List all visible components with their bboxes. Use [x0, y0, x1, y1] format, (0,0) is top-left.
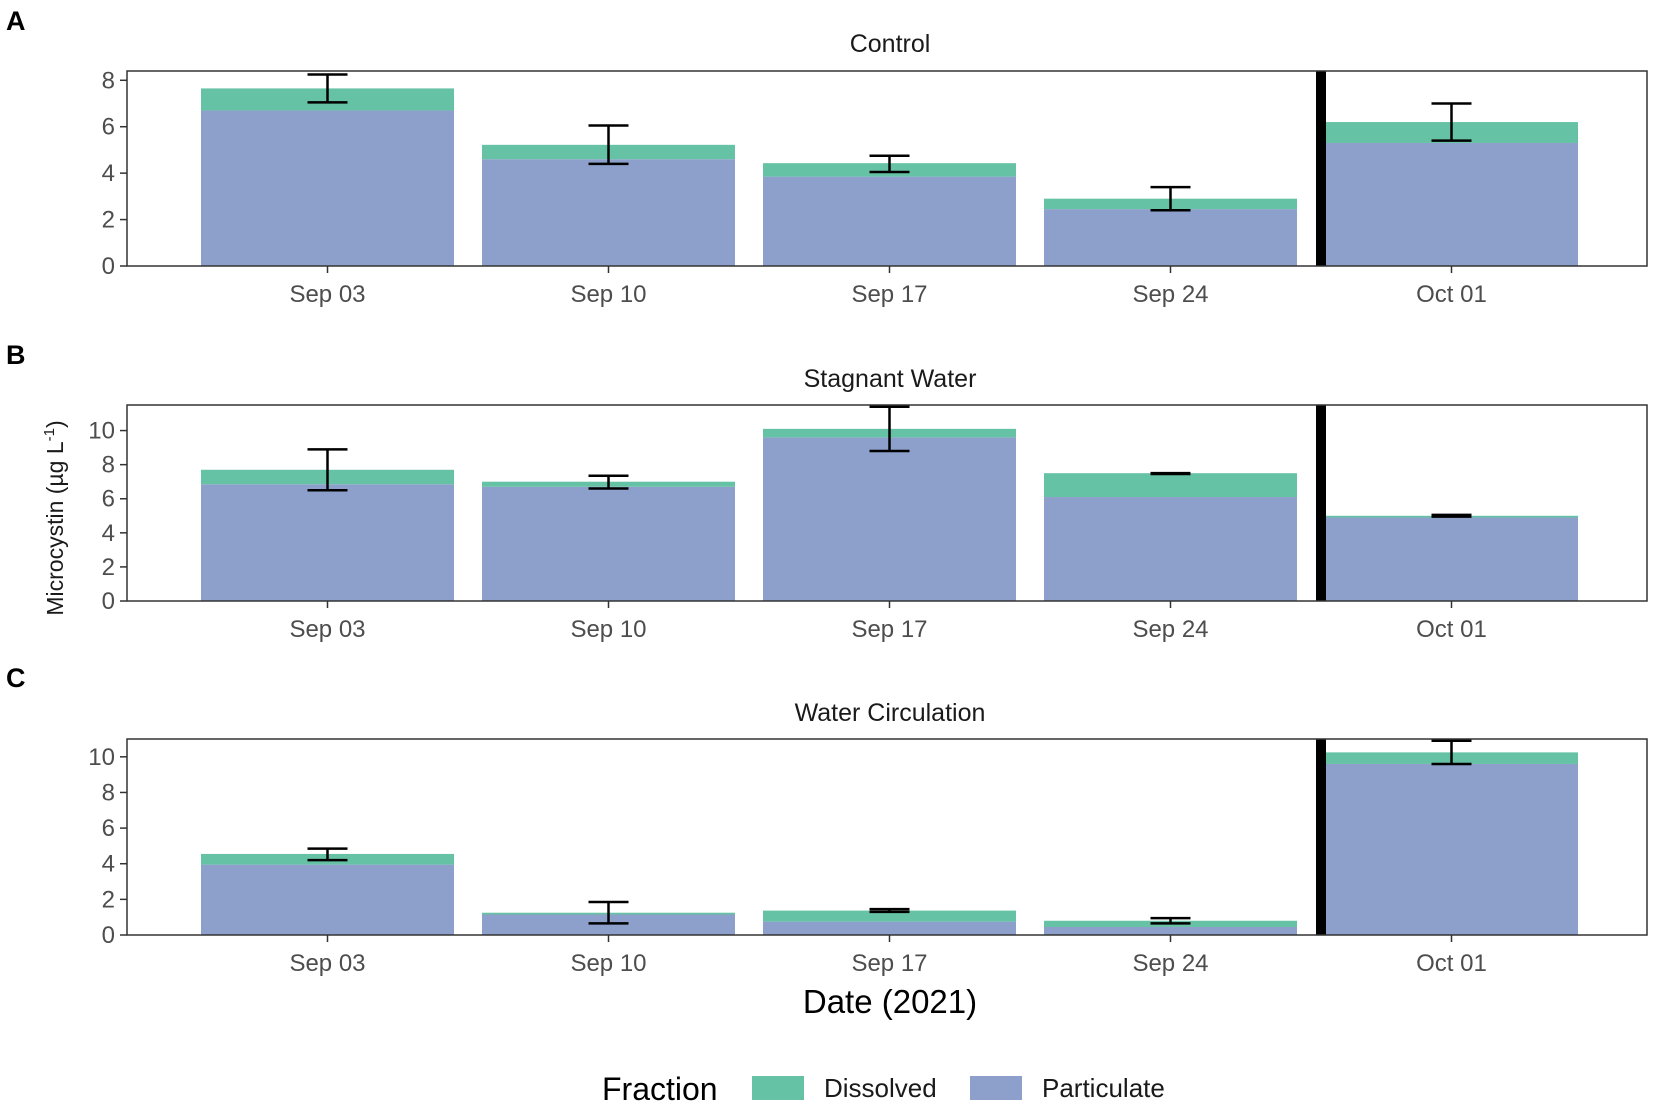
y-tick-label: 4: [102, 160, 115, 187]
plot-frame: [126, 70, 1648, 267]
x-tick-label: Sep 17: [851, 616, 927, 643]
bar-dissolved: [1044, 473, 1297, 498]
x-tick-label: Oct 01: [1416, 616, 1487, 643]
panel-title: Water Circulation: [795, 699, 986, 727]
plot-frame: [126, 738, 1648, 936]
error-bar: [869, 154, 910, 174]
error-bar: [1150, 916, 1191, 925]
legend-swatch-particulate: [970, 1076, 1022, 1100]
legend-label-particulate: Particulate: [1042, 1073, 1165, 1103]
bars: [201, 71, 1578, 266]
legend-swatch-dissolved: [752, 1076, 804, 1100]
y-tick-label: 10: [88, 744, 115, 771]
error-bar: [869, 405, 910, 453]
x-tick-label: Sep 03: [289, 950, 365, 977]
panel-c: C Water Circulation 0 2 4 6 8 10 Sep 03 Sep 10…: [6, 663, 1648, 977]
y-tick-label: 8: [102, 779, 115, 806]
panel-letter: B: [6, 340, 26, 370]
y-tick-label: 4: [102, 520, 115, 547]
panel-letter: C: [6, 663, 26, 693]
bar-particulate: [1325, 517, 1578, 601]
error-bar: [307, 847, 348, 862]
bar-particulate: [1044, 209, 1297, 266]
y-tick-label: 6: [102, 486, 115, 513]
panel-title: Stagnant Water: [804, 365, 977, 393]
bar-dissolved: [763, 910, 1016, 922]
y-tick-label: 8: [102, 452, 115, 479]
x-axis: Sep 03 Sep 10 Sep 17 Sep 24 Oct 01: [289, 601, 1487, 643]
error-bar: [307, 448, 348, 492]
x-tick-label: Sep 10: [570, 281, 646, 308]
error-bar: [1150, 471, 1191, 476]
panel-letter: A: [6, 6, 26, 36]
y-tick-label: 2: [102, 554, 115, 581]
x-tick-label: Sep 03: [289, 616, 365, 643]
y-tick-label: 6: [102, 815, 115, 842]
bar-particulate: [482, 486, 735, 601]
error-bar: [307, 73, 348, 104]
y-tick-label: 0: [102, 922, 115, 949]
x-tick-label: Sep 24: [1132, 281, 1208, 308]
bar-particulate: [201, 864, 454, 935]
x-tick-label: Oct 01: [1416, 281, 1487, 308]
y-axis: 0 2 4 6 8: [102, 67, 127, 280]
x-axis-title: Date (2021): [803, 983, 977, 1020]
bar-particulate: [201, 110, 454, 266]
error-bar: [1150, 185, 1191, 212]
y-tick-label: 6: [102, 114, 115, 141]
error-bar: [588, 474, 629, 490]
x-tick-label: Sep 17: [851, 950, 927, 977]
bar-particulate: [763, 921, 1016, 935]
error-bar: [1431, 739, 1472, 766]
bar-particulate: [763, 176, 1016, 266]
x-tick-label: Sep 10: [570, 950, 646, 977]
y-tick-label: 0: [102, 588, 115, 615]
bar-particulate: [482, 159, 735, 266]
y-tick-label: 4: [102, 851, 115, 878]
y-tick-label: 8: [102, 67, 115, 94]
legend-title: Fraction: [602, 1071, 718, 1107]
x-tick-label: Sep 24: [1132, 616, 1208, 643]
x-axis: Sep 03 Sep 10 Sep 17 Sep 24 Oct 01: [289, 266, 1487, 308]
error-bar: [1431, 513, 1472, 518]
y-tick-label: 2: [102, 886, 115, 913]
error-bar: [1431, 102, 1472, 142]
bar-particulate: [1044, 926, 1297, 935]
y-tick-label: 0: [102, 253, 115, 280]
y-axis: 0 2 4 6 8 10: [88, 744, 127, 949]
x-tick-label: Sep 24: [1132, 950, 1208, 977]
error-bar: [588, 900, 629, 925]
error-bar: [588, 124, 629, 166]
panel-a: A Control 0 2 4 6 8 Sep 03 Sep 10 Sep 17 Sep 24…: [6, 6, 1648, 308]
bar-particulate: [201, 484, 454, 601]
bar-particulate: [763, 437, 1016, 601]
legend-label-dissolved: Dissolved: [824, 1073, 937, 1103]
x-axis: Sep 03 Sep 10 Sep 17 Sep 24 Oct 01: [289, 935, 1487, 977]
bar-particulate: [1325, 142, 1578, 266]
x-tick-label: Sep 17: [851, 281, 927, 308]
bar-particulate: [1325, 763, 1578, 935]
y-tick-label: 10: [88, 418, 115, 445]
y-axis: 0 2 4 6 8 10: [88, 418, 127, 615]
bar-particulate: [1044, 497, 1297, 601]
bars: [201, 739, 1578, 935]
x-tick-label: Oct 01: [1416, 950, 1487, 977]
error-bar: [869, 907, 910, 914]
x-tick-label: Sep 10: [570, 616, 646, 643]
plot-frame: [126, 404, 1648, 602]
x-tick-label: Sep 03: [289, 281, 365, 308]
y-tick-label: 2: [102, 207, 115, 234]
panel-title: Control: [850, 30, 931, 58]
legend: Fraction Dissolved Particulate: [602, 1071, 1165, 1107]
bars: [201, 405, 1578, 601]
bar-particulate: [482, 914, 735, 935]
y-axis-title: Microcystin (µg L-1): [41, 420, 68, 615]
